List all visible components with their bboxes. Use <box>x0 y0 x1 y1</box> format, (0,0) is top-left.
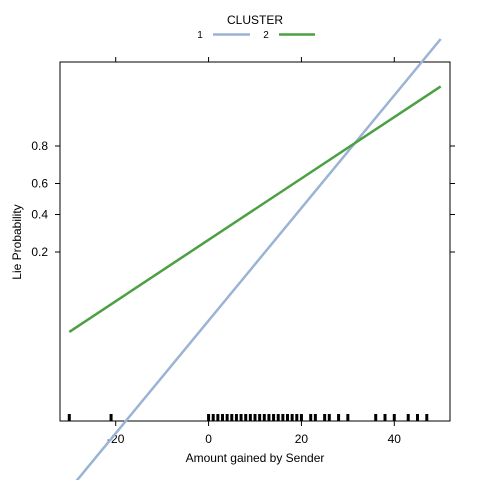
plot-frame <box>59 61 451 422</box>
x-axis-label: Amount gained by Sender <box>186 451 325 465</box>
legend: CLUSTER 1 2 <box>197 13 315 41</box>
x-tick-label: 40 <box>388 432 402 446</box>
series-line-2 <box>68 85 442 333</box>
x-tick-label: -20 <box>107 432 125 446</box>
legend-label-1: 1 <box>197 30 203 41</box>
series-line-1 <box>75 38 442 480</box>
y-tick-label: 0.4 <box>31 208 48 222</box>
y-tick-label: 0.8 <box>31 139 48 153</box>
x-tick-label: 0 <box>205 432 212 446</box>
legend-title: CLUSTER <box>227 13 283 27</box>
y-tick-label: 0.2 <box>31 245 48 259</box>
x-tick-label: 20 <box>295 432 309 446</box>
series-lines <box>68 38 442 480</box>
y-axis: 0.2 0.4 0.6 0.8 <box>31 139 455 259</box>
y-axis-label: Lie Probability <box>10 204 24 279</box>
rug-marks <box>67 414 429 421</box>
y-tick-label: 0.6 <box>31 176 48 190</box>
legend-label-2: 2 <box>263 30 269 41</box>
x-axis: -20 0 20 40 <box>107 57 401 446</box>
